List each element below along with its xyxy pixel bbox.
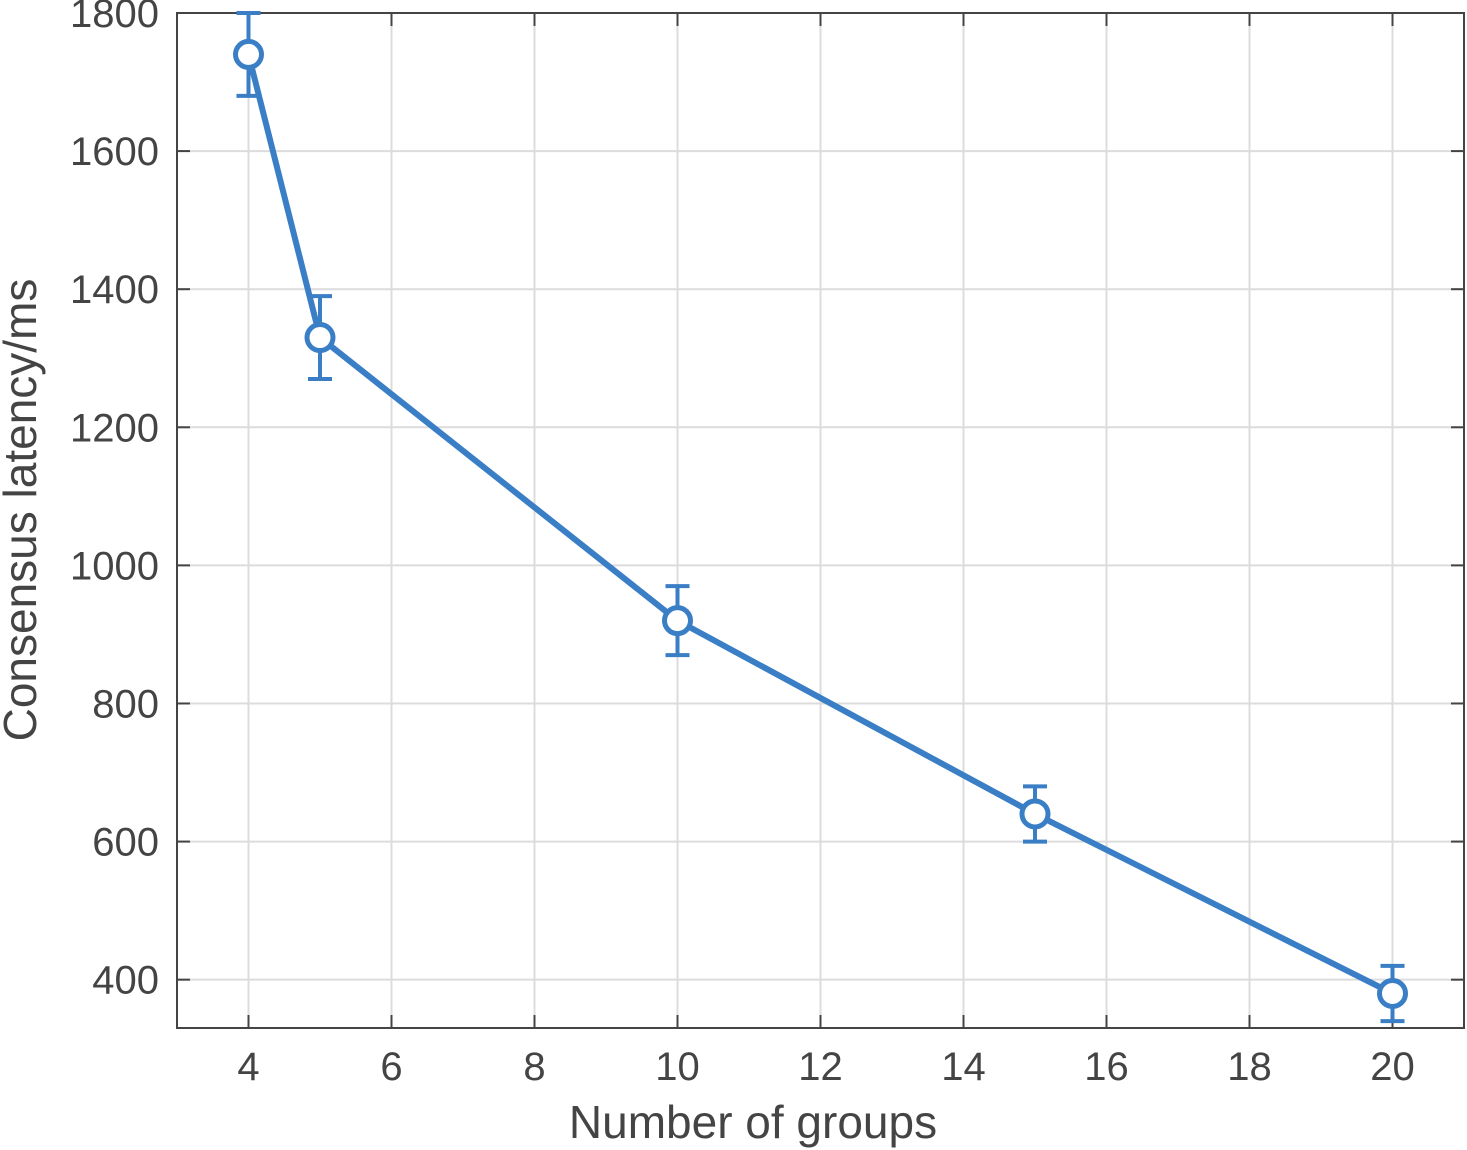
y-tick-label: 1200 bbox=[70, 406, 159, 450]
x-tick-label: 4 bbox=[237, 1045, 259, 1089]
x-axis-label: Number of groups bbox=[569, 1096, 937, 1148]
y-tick-label: 800 bbox=[92, 682, 159, 726]
y-tick-label: 600 bbox=[92, 821, 159, 865]
series-layer bbox=[233, 11, 1408, 1024]
y-tick-label: 1400 bbox=[70, 268, 159, 312]
y-tick-label: 1000 bbox=[70, 544, 159, 588]
y-tick-label: 1800 bbox=[70, 0, 159, 36]
data-point bbox=[233, 38, 264, 70]
x-tick-label: 20 bbox=[1370, 1045, 1415, 1089]
x-tick-label: 10 bbox=[655, 1045, 700, 1089]
y-tick-label: 400 bbox=[92, 959, 159, 1003]
data-point bbox=[1377, 977, 1408, 1009]
grid bbox=[177, 12, 1464, 1028]
x-tick-label: 12 bbox=[798, 1045, 843, 1089]
x-tick-label: 8 bbox=[523, 1045, 545, 1089]
x-tick-label: 6 bbox=[380, 1045, 402, 1089]
data-point bbox=[1019, 798, 1051, 830]
x-tick-label: 16 bbox=[1084, 1045, 1129, 1089]
tick-labels: 4 6 8 10 12 14 16 18 20 400 600 800 1000 1200 1400 1600… bbox=[70, 0, 1415, 1089]
y-axis-label: Consensus latency/ms bbox=[0, 279, 46, 742]
plot-frame bbox=[176, 12, 1465, 1029]
x-tick-label: 14 bbox=[941, 1045, 986, 1089]
data-point bbox=[662, 605, 693, 637]
x-tick-label: 18 bbox=[1227, 1045, 1272, 1089]
y-tick-label: 1600 bbox=[70, 130, 159, 174]
data-point bbox=[304, 322, 336, 354]
